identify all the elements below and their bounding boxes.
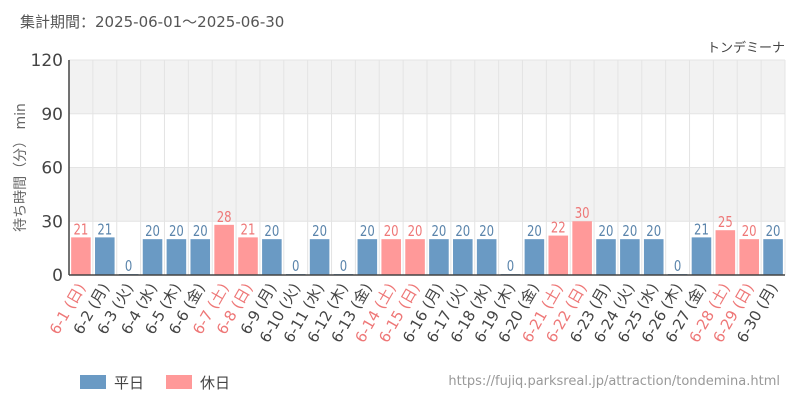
bar [166,239,187,275]
bar-value-label: 20 [599,224,614,241]
bar [429,239,449,275]
bar-value-label: 20 [312,224,327,241]
legend-swatch-weekday [80,375,106,389]
bar-value-label: 20 [408,224,423,241]
bar [190,239,211,275]
bar-value-label: 20 [742,224,757,241]
legend-item-holiday[interactable]: 休日 [166,373,231,392]
bar [643,239,664,275]
bar [620,239,640,275]
legend-label-holiday: 休日 [200,373,231,392]
bar [596,239,616,275]
bar [381,239,401,275]
bar-value-label: 22 [551,220,566,237]
bar-value-label: 20 [431,224,446,241]
bar [524,239,545,275]
bar-value-label: 21 [73,222,88,239]
bar [476,239,497,275]
bar [238,237,258,275]
bar [142,239,163,275]
y-axis-title: 待ち時間（分） min [13,103,29,232]
bar-value-label: 21 [97,222,112,239]
bar-value-label: 0 [292,259,299,276]
bar-value-label: 20 [193,224,208,241]
bar-value-label: 0 [125,259,132,276]
y-tick-label: 120 [31,51,63,71]
legend-label-weekday: 平日 [114,373,145,392]
bar-value-label: 20 [646,224,661,241]
period-label: 集計期間：2025-06-01～2025-06-30 [20,13,285,31]
bar-value-label: 20 [479,224,494,241]
bar [71,237,91,275]
bar-value-label: 20 [622,224,637,241]
bar [548,235,569,275]
bar-value-label: 20 [264,224,279,241]
bar-value-label: 0 [507,259,514,276]
bar [739,239,759,275]
bar-value-label: 25 [718,215,733,232]
bar [262,239,282,275]
bar-value-label: 20 [384,224,399,241]
y-tick-label: 30 [41,212,63,232]
bar [572,221,592,275]
legend-swatch-holiday [166,375,192,389]
bar-value-label: 20 [145,224,160,241]
bar [453,239,473,275]
y-tick-label: 0 [52,266,63,286]
bar-value-label: 30 [575,206,590,223]
bar-value-label: 20 [455,224,470,241]
bar [715,230,736,275]
bar-value-label: 20 [360,224,375,241]
y-tick-label: 60 [41,159,63,179]
bar [763,239,783,275]
bar [405,239,425,275]
chart-title: トンデミーナ [707,40,785,56]
bar-value-label: 20 [766,224,781,241]
legend-item-weekday[interactable]: 平日 [80,373,145,392]
bar-value-label: 28 [217,210,232,227]
bar [309,239,330,275]
bar [214,224,234,275]
bar-value-label: 0 [340,259,347,276]
bar-value-label: 20 [527,224,542,241]
bar-value-label: 0 [674,259,681,276]
bar [95,237,115,275]
source-url[interactable]: https://fujiq.parksreal.jp/attraction/to… [448,374,780,389]
bar-value-label: 21 [694,222,709,239]
bar [691,237,712,275]
y-tick-label: 90 [41,105,63,125]
bar [357,239,378,275]
bar-value-label: 21 [241,222,256,239]
bar-value-label: 20 [169,224,184,241]
